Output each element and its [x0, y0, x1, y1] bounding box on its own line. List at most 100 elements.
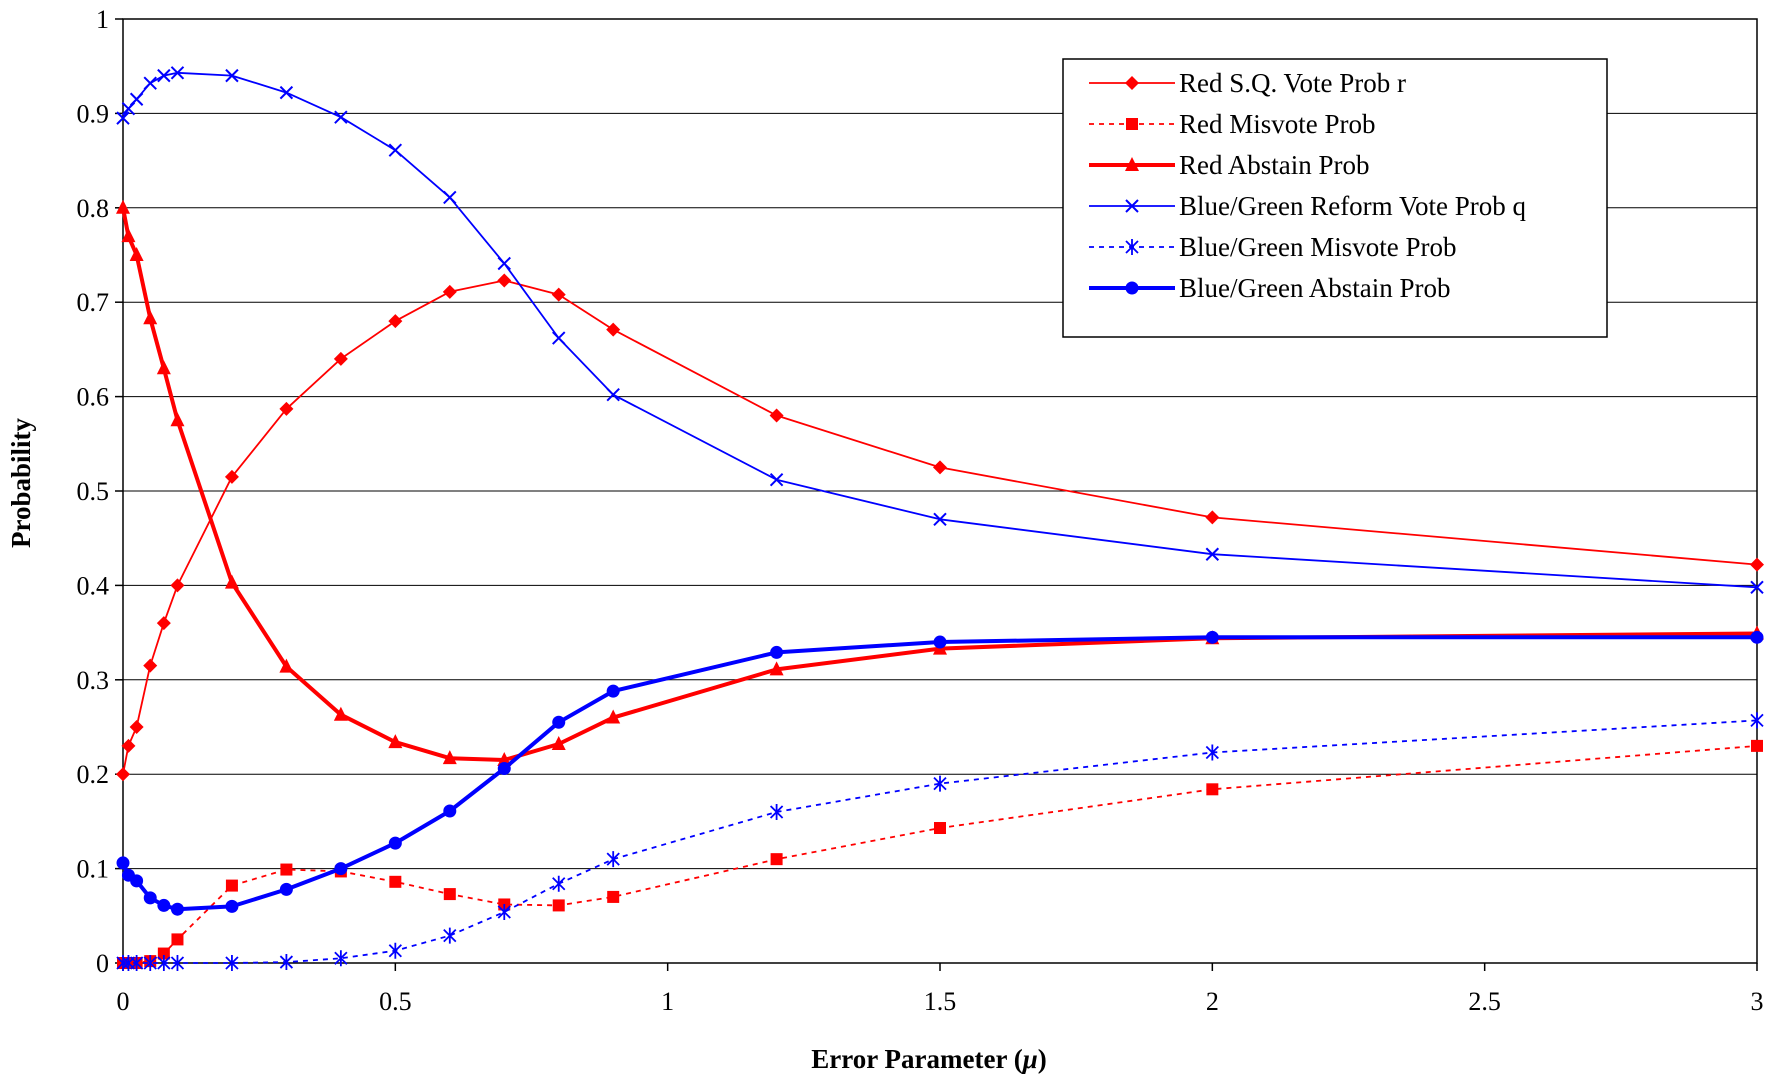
data-point-marker	[442, 750, 457, 765]
data-point-marker	[497, 904, 511, 921]
data-point-marker	[334, 110, 348, 124]
data-point-marker	[171, 933, 184, 946]
x-tick-label: 0.5	[379, 987, 412, 1016]
x-axis-ticks: 0 0.5 1 1.5 2 2.5 3	[117, 963, 1764, 1016]
legend-item: Blue/Green Reform Vote Prob q	[1089, 191, 1526, 221]
data-point-marker	[143, 658, 158, 673]
data-point-marker	[1205, 744, 1219, 761]
legend: Red S.Q. Vote Prob r Red Misvote Prob Red …	[1062, 58, 1608, 338]
y-tick-label: 0.7	[77, 288, 110, 317]
data-point-marker	[279, 658, 294, 673]
data-point-marker	[770, 645, 784, 659]
data-point-marker	[129, 720, 144, 734]
y-tick-label: 0.5	[77, 477, 110, 506]
data-point-marker	[933, 512, 947, 527]
data-point-marker	[1750, 712, 1764, 729]
x-tick-label: 2	[1206, 987, 1219, 1016]
legend-label: Red Misvote Prob	[1179, 109, 1376, 139]
data-point-marker	[552, 899, 565, 912]
data-point-marker	[388, 143, 403, 157]
data-point-marker	[121, 228, 136, 243]
data-point-marker	[116, 767, 130, 782]
data-point-marker	[129, 92, 144, 106]
data-point-marker	[170, 902, 184, 916]
y-tick-label: 0.9	[77, 99, 110, 128]
x-tick-label: 2.5	[1468, 987, 1501, 1016]
data-point-marker	[279, 401, 294, 416]
data-point-marker	[170, 578, 185, 593]
data-point-marker	[170, 412, 185, 427]
legend-marker	[1125, 281, 1139, 295]
legend-label: Blue/Green Abstain Prob	[1179, 273, 1450, 303]
data-point-marker	[606, 851, 620, 868]
data-point-marker	[769, 661, 784, 676]
data-point-marker	[130, 874, 144, 888]
series-line	[121, 207, 1758, 762]
y-tick-label: 0.8	[77, 194, 110, 223]
data-point-marker	[224, 574, 239, 589]
data-point-marker	[143, 76, 157, 90]
data-point-marker	[279, 85, 294, 100]
data-point-marker	[170, 955, 185, 971]
data-point-marker	[552, 331, 566, 345]
x-tick-label: 1	[661, 987, 674, 1016]
data-point-marker	[443, 888, 456, 901]
data-point-marker	[497, 762, 511, 776]
data-point-marker	[442, 284, 457, 299]
legend-label: Red S.Q. Vote Prob r	[1179, 68, 1406, 98]
data-point-marker	[497, 256, 511, 271]
legend-box	[1062, 58, 1608, 338]
legend-marker	[1125, 157, 1139, 171]
data-point-marker	[497, 273, 512, 288]
series-5	[116, 712, 1764, 971]
x-tick-label: 3	[1751, 987, 1764, 1016]
x-axis-title-text: Error Parameter (	[811, 1044, 1022, 1074]
data-point-marker	[333, 351, 348, 366]
data-point-marker	[225, 899, 239, 913]
data-point-marker	[143, 955, 157, 971]
legend-marker	[1125, 239, 1139, 255]
data-point-marker	[170, 66, 185, 80]
data-point-marker	[769, 472, 784, 487]
data-point-marker	[607, 890, 620, 903]
data-point-marker	[769, 803, 784, 820]
data-point-marker	[443, 804, 457, 818]
data-point-marker	[443, 927, 457, 944]
data-point-marker	[389, 875, 402, 888]
data-point-marker	[333, 706, 348, 721]
series-line	[123, 745, 1758, 964]
data-point-marker	[552, 875, 566, 892]
data-point-marker	[156, 616, 171, 631]
legend-marker	[1126, 118, 1138, 130]
y-tick-label: 0.2	[77, 760, 110, 789]
data-point-marker	[116, 199, 130, 214]
data-point-marker	[143, 891, 157, 905]
data-point-marker	[116, 111, 130, 125]
y-tick-label: 1	[96, 5, 109, 34]
data-point-marker	[121, 738, 136, 753]
data-point-marker	[1206, 783, 1219, 796]
data-point-marker	[443, 190, 457, 205]
data-point-marker	[1751, 739, 1763, 752]
data-point-marker	[157, 955, 171, 971]
y-tick-label: 0.6	[77, 383, 110, 412]
x-axis-title-mu-symbol: μ	[1021, 1044, 1038, 1074]
y-tick-label: 0.1	[77, 855, 110, 884]
data-point-marker	[606, 684, 620, 698]
data-point-marker	[280, 863, 293, 876]
data-point-marker	[224, 469, 239, 484]
series-4	[116, 66, 1764, 594]
data-point-marker	[552, 715, 566, 729]
data-point-marker	[606, 322, 621, 337]
data-point-marker	[497, 752, 512, 767]
series-line	[122, 279, 1758, 775]
legend-item: Blue/Green Misvote Prob	[1089, 232, 1456, 262]
data-point-marker	[157, 68, 171, 83]
data-point-marker	[388, 734, 403, 749]
data-point-marker	[606, 388, 620, 402]
y-axis-title: Probability	[6, 417, 36, 548]
data-point-marker	[933, 460, 947, 475]
x-tick-label: 1.5	[924, 987, 957, 1016]
data-point-marker	[606, 709, 621, 724]
